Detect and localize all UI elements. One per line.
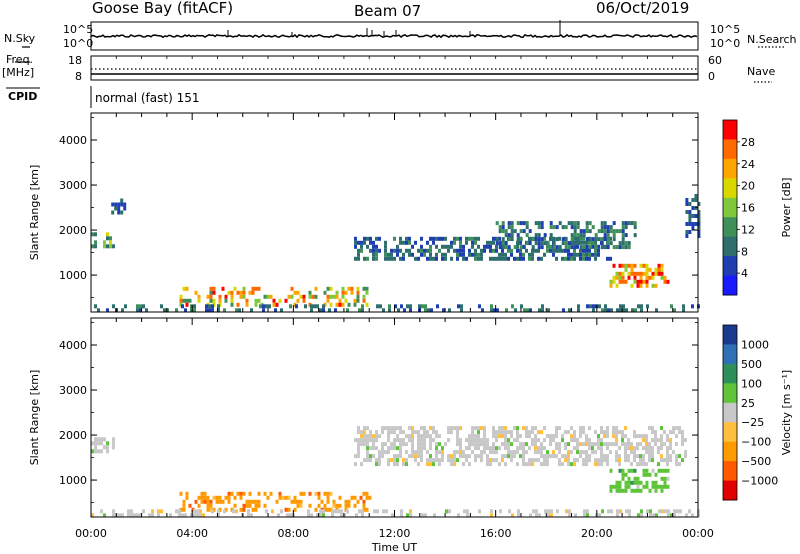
freq-unit-label: [MHz] bbox=[2, 66, 35, 79]
velocity-colorbar-segment bbox=[723, 325, 737, 345]
velocity-colorbar-segment bbox=[723, 461, 737, 482]
velocity-colorbar-label: −100 bbox=[741, 436, 771, 449]
x-axis-label: Time UT bbox=[371, 541, 417, 554]
radar-title: Goose Bay (fitACF) bbox=[92, 0, 234, 17]
velocity-colorbar-label: −25 bbox=[741, 416, 764, 429]
x-tick-label: 00:00 bbox=[682, 527, 714, 540]
velocity-colorbar-frame bbox=[722, 324, 738, 501]
power-colorbar-segment bbox=[723, 256, 737, 277]
power-colorbar-label: 24 bbox=[741, 158, 755, 171]
freq-strip-frame bbox=[90, 55, 699, 81]
velocity-frame bbox=[90, 317, 699, 518]
nsky-tick-top: 10^5 bbox=[63, 23, 94, 36]
power-ytick-label: 1000 bbox=[59, 269, 87, 282]
velocity-cells bbox=[91, 426, 700, 518]
date-title: 06/Oct/2019 bbox=[596, 0, 690, 17]
nave-tick-top: 60 bbox=[708, 54, 722, 67]
velocity-colorbar-segment bbox=[723, 383, 737, 404]
power-colorbar-title: Power [dB] bbox=[780, 178, 793, 238]
power-colorbar-segment bbox=[723, 158, 737, 179]
x-tick-label: 20:00 bbox=[581, 527, 613, 540]
velocity-colorbar-label: 100 bbox=[741, 377, 762, 390]
velocity-colorbar-segment bbox=[723, 480, 737, 501]
power-ytick-label: 4000 bbox=[59, 134, 87, 147]
beam-title: Beam 07 bbox=[354, 2, 422, 20]
velocity-ytick-label: 2000 bbox=[59, 429, 87, 442]
nave-label: Nave bbox=[747, 65, 776, 78]
cpid-label: CPID bbox=[8, 90, 38, 103]
velocity-colorbar-label: 1000 bbox=[741, 338, 769, 351]
velocity-colorbar-label: 25 bbox=[741, 397, 755, 410]
velocity-ylabel: Slant Range [km] bbox=[28, 370, 41, 466]
nsearch-tick-bottom: 10^0 bbox=[710, 37, 741, 50]
nave-tick-bottom: 0 bbox=[708, 70, 715, 83]
velocity-colorbar-title: Velocity [m s⁻¹] bbox=[780, 370, 793, 455]
velocity-ytick-label: 4000 bbox=[59, 339, 87, 352]
power-colorbar-label: 16 bbox=[741, 202, 755, 215]
power-ytick-label: 2000 bbox=[59, 224, 87, 237]
power-colorbar-segment bbox=[723, 178, 737, 199]
velocity-colorbar-segment bbox=[723, 441, 737, 462]
nsearch-tick-top: 10^5 bbox=[710, 23, 741, 36]
power-cells bbox=[91, 194, 701, 313]
power-colorbar-segment bbox=[723, 217, 737, 238]
velocity-colorbar-label: −500 bbox=[741, 455, 771, 468]
x-tick-label: 12:00 bbox=[379, 527, 411, 540]
velocity-colorbar-segment bbox=[723, 402, 737, 423]
power-frame bbox=[90, 112, 699, 313]
power-colorbar-label: 28 bbox=[741, 136, 755, 149]
velocity-colorbar-segment bbox=[723, 422, 737, 443]
power-colorbar-label: 8 bbox=[741, 245, 748, 258]
x-tick-label: 16:00 bbox=[480, 527, 512, 540]
power-colorbar-segment bbox=[723, 139, 737, 160]
freq-tick-bottom: 8 bbox=[75, 70, 82, 83]
velocity-colorbar-label: 500 bbox=[741, 358, 762, 371]
nsky-tick-bottom: 10^0 bbox=[63, 37, 94, 50]
x-tick-label: 04:00 bbox=[176, 527, 208, 540]
power-colorbar-label: 20 bbox=[741, 180, 755, 193]
power-ylabel: Slant Range [km] bbox=[28, 165, 41, 261]
velocity-colorbar-label: −1000 bbox=[741, 475, 778, 488]
power-ytick-label: 3000 bbox=[59, 179, 87, 192]
nsky-trace bbox=[90, 33, 698, 39]
velocity-ytick-label: 3000 bbox=[59, 384, 87, 397]
x-tick-label: 08:00 bbox=[277, 527, 309, 540]
power-colorbar-label: 4 bbox=[741, 267, 748, 280]
velocity-ytick-label: 1000 bbox=[59, 474, 87, 487]
power-colorbar-segment bbox=[723, 236, 737, 257]
x-tick-label: 00:00 bbox=[75, 527, 107, 540]
power-colorbar-segment bbox=[723, 120, 737, 140]
nsky-label: N.Sky bbox=[4, 32, 36, 45]
velocity-colorbar-segment bbox=[723, 344, 737, 365]
power-colorbar-segment bbox=[723, 275, 737, 296]
freq-tick-top: 18 bbox=[68, 54, 82, 67]
velocity-colorbar-segment bbox=[723, 363, 737, 384]
cpid-value: normal (fast) 151 bbox=[95, 91, 200, 105]
freq-label: Freq. bbox=[6, 53, 34, 66]
power-colorbar-label: 12 bbox=[741, 223, 755, 236]
power-colorbar-segment bbox=[723, 197, 737, 218]
nsearch-label: N.Search bbox=[747, 33, 797, 46]
